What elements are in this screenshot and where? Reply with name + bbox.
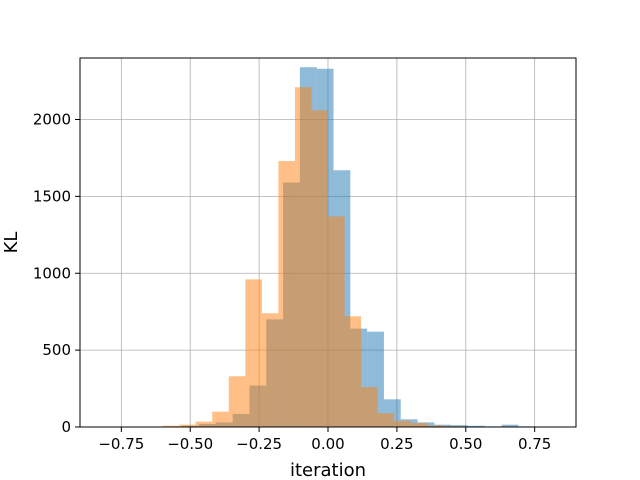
histogram-bar: [467, 425, 485, 427]
histogram-bar: [162, 425, 180, 427]
y-axis-label: KL: [1, 232, 22, 254]
series-0-bars: [165, 67, 569, 428]
histogram-bar: [394, 420, 411, 427]
x-tick-label: −0.25: [236, 435, 282, 453]
histogram-bar: [361, 387, 378, 427]
x-tick-label: −0.50: [167, 435, 213, 453]
histogram-bar: [311, 110, 328, 428]
histogram-bar: [410, 423, 428, 427]
y-tick-label: 500: [42, 341, 71, 359]
histogram-bar: [328, 216, 345, 427]
x-tick-label: 0.50: [449, 435, 482, 453]
histogram-bar: [501, 424, 519, 427]
histogram-bar: [195, 421, 213, 427]
y-tick-label: 0: [61, 418, 71, 436]
histogram-bar: [377, 413, 395, 427]
y-tick-label: 2000: [33, 111, 71, 129]
x-axis-label: iteration: [290, 460, 366, 480]
histogram-bar: [212, 411, 229, 427]
series-1-bars: [146, 87, 461, 428]
histogram-bars: [146, 67, 569, 428]
histogram-bar: [294, 87, 312, 428]
y-tick-label: 1000: [33, 264, 71, 282]
histogram-bar: [278, 161, 295, 427]
x-tick-label: −0.75: [98, 435, 144, 453]
histogram-bar: [427, 425, 444, 427]
histogram-bar: [179, 424, 196, 427]
histogram-bar: [344, 316, 362, 427]
histogram-bar: [261, 313, 279, 427]
axis-ticks: −0.75 −0.50 −0.25 0.00 0.25 0.50 0.75 0 500 1000 1…: [33, 111, 552, 454]
x-tick-label: 0.25: [380, 435, 413, 453]
y-tick-label: 1500: [33, 187, 71, 205]
histogram-bar: [228, 376, 246, 427]
x-tick-label: 0.75: [518, 435, 551, 453]
histogram-bar: [245, 279, 262, 427]
x-tick-label: 0.00: [311, 435, 344, 453]
